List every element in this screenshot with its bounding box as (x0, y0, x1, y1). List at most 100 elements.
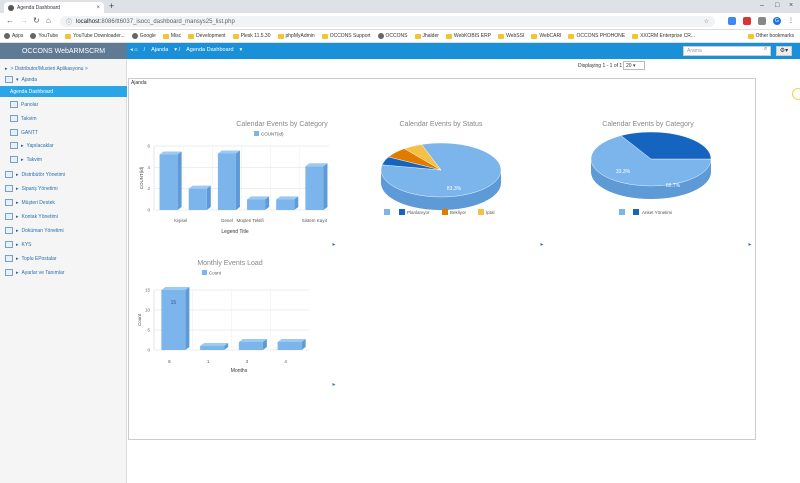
sidebar-item[interactable]: Panolar (0, 99, 127, 110)
sidebar-item[interactable]: ▸ Müşteri Destek (0, 197, 127, 208)
bookmark-item[interactable]: WebKOBIS ERP (445, 33, 491, 39)
sidebar-item[interactable]: ▸ Toplu EPostalar (0, 253, 127, 264)
bookmark-star-icon[interactable]: ☆ (703, 19, 709, 25)
profile-avatar[interactable]: G (773, 17, 781, 25)
caret-icon: ▸ (16, 199, 19, 206)
caret-icon: ▸ (16, 171, 19, 178)
legend-label: Planlanıyor (407, 210, 430, 215)
reload-icon[interactable]: ↻ (33, 16, 40, 25)
sidebar-item[interactable]: ▸ Ayarlar ve Tanımlar (0, 267, 127, 278)
bookmark-item[interactable]: Google (131, 33, 156, 39)
bookmark-item[interactable]: OCCONS (377, 33, 408, 39)
bookmark-item[interactable]: Apps (4, 33, 23, 39)
sidebar-item[interactable]: ▸ Kontak Yönetimi (0, 211, 127, 222)
module-icon (5, 213, 13, 220)
y-tick-label: 0 (147, 208, 150, 213)
y-tick-label: 2 (147, 186, 150, 191)
bookmark-item[interactable]: XXCRM Enterprise CR... (632, 33, 695, 39)
info-icon: ⓘ (66, 20, 73, 26)
forward-icon[interactable]: → (20, 16, 28, 25)
y-tick-label: 5 (147, 328, 150, 333)
bar-side (185, 287, 190, 350)
x-axis-label: Months (231, 368, 248, 374)
folder-icon (321, 33, 328, 39)
tab-title: Agenda Dashboard (17, 4, 61, 11)
maximize-icon[interactable]: □ (775, 2, 780, 9)
sidebar-item[interactable]: GANTT (0, 127, 127, 138)
sidebar-item[interactable]: ▸ > Distributor/Musteri Aplikasyonu > (0, 63, 127, 74)
menu-icon[interactable]: ⋮ (788, 18, 794, 24)
x-tick-label: Kişisel (174, 218, 187, 223)
site-icon (4, 33, 10, 39)
extension-icon[interactable] (743, 17, 751, 25)
module-icon (5, 241, 13, 248)
close-window-icon[interactable]: × (789, 2, 794, 9)
bar-side (301, 339, 306, 350)
assistant-bubble-icon[interactable] (792, 88, 800, 100)
other-bookmarks[interactable]: Other bookmarks (755, 33, 794, 39)
address-bar-row: ← → ↻ ⌂ ⓘ localhost:8086/tt6037_isocc_da… (0, 13, 800, 30)
crumb-ajanda[interactable]: Ajanda (151, 47, 169, 53)
bar-top (188, 185, 211, 189)
brand-title[interactable]: OCCONS WebARMSCRM (0, 43, 127, 59)
folder-icon (632, 33, 639, 39)
crumb-dashboard[interactable]: Agenda Dashboard (186, 47, 234, 53)
home-icon[interactable]: ⌂ (46, 16, 51, 25)
sidebar-item[interactable]: ▸ Yapılacaklar (0, 140, 127, 151)
legend-label: Count (209, 271, 222, 276)
sidebar-item[interactable]: Agenda Dashboard (0, 86, 127, 97)
sidebar-item[interactable]: ▾ Ajanda (0, 74, 127, 85)
search-input[interactable]: Arama (683, 46, 771, 56)
close-tab-icon[interactable]: × (96, 4, 100, 11)
x-tick-label: Sistem Kayıt (302, 218, 328, 223)
page-size-select[interactable]: 20 ▾ (623, 61, 645, 70)
dashboard-panel: Ajanda Calendar Events by Category COUNT(… (128, 78, 756, 440)
dashboard-charts: Calendar Events by Category COUNT(id) 0 2 4 6… (137, 121, 752, 388)
sidebar-item-label: Doküman Yönetimi (21, 227, 64, 234)
browser-tab[interactable]: Agenda Dashboard × (4, 2, 104, 13)
sidebar-item[interactable]: ▸ KYS (0, 239, 127, 250)
module-icon (10, 129, 18, 136)
bookmark-item[interactable]: YouTube Downloader... (65, 33, 125, 39)
sidebar-item-label: Panolar (21, 101, 39, 108)
bar (200, 346, 225, 350)
home-icon[interactable]: ◂ ⌂ (130, 47, 138, 53)
sidebar-item[interactable]: ▸ Distribütör Yönetimi (0, 169, 127, 180)
bookmark-item[interactable]: Plesk 11.5.30 (232, 33, 271, 39)
translate-icon[interactable] (728, 17, 736, 25)
data-label: 66.7% (666, 183, 681, 189)
legend-swatch (202, 270, 207, 275)
bar-top (217, 150, 240, 154)
caret-icon: ▸ (21, 142, 24, 149)
search-icon[interactable]: ⌕ (764, 46, 768, 52)
gear-icon[interactable]: ⚙▾ (776, 46, 792, 56)
minimize-icon[interactable]: – (760, 2, 764, 9)
bookmark-item[interactable]: OCCONS PHOHONE (568, 33, 625, 39)
bookmark-item[interactable]: WebCARI (531, 33, 561, 39)
back-icon[interactable]: ← (6, 16, 14, 25)
sidebar-item-label: Distribütör Yönetimi (21, 171, 66, 178)
extension-icon[interactable] (758, 17, 766, 25)
url-field[interactable]: ⓘ localhost:8086/tt6037_isocc_dashboard_… (60, 16, 715, 27)
bookmark-item[interactable]: Misc (162, 33, 181, 39)
sidebar-item[interactable]: ▸ Sipariş Yönetimi (0, 183, 127, 194)
caret-icon: ▸ (21, 156, 24, 163)
sidebar-item[interactable]: ▸ Doküman Yönetimi (0, 225, 127, 236)
bar-side (323, 163, 328, 210)
y-tick-label: 4 (147, 165, 150, 170)
bar-side (206, 185, 211, 210)
chart-title: Calendar Events by Status (400, 121, 483, 128)
bookmark-item[interactable]: Development (188, 33, 226, 39)
sidebar-item[interactable]: ▸ Takvim (0, 154, 127, 165)
bookmark-item[interactable]: OCCONS Support (321, 33, 371, 39)
legend-swatch (442, 209, 448, 215)
bookmark-item[interactable]: Jhalder (414, 33, 439, 39)
bookmark-item[interactable]: phpMyAdmin (277, 33, 315, 39)
new-tab-icon[interactable]: + (109, 1, 115, 11)
module-icon (5, 227, 13, 234)
bookmark-item[interactable]: WebSSI (498, 33, 524, 39)
legend-swatch (399, 209, 405, 215)
bookmark-item[interactable]: YouTube (30, 33, 58, 39)
sidebar-item[interactable]: Takvim (0, 113, 127, 124)
pie-slice (620, 131, 712, 160)
